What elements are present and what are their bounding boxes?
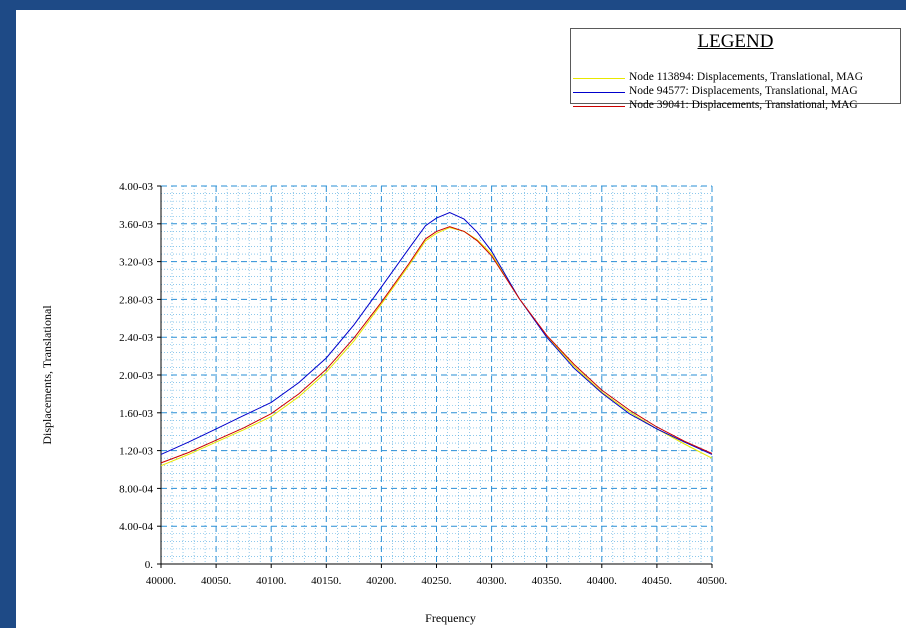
y-tick-label: 3.60-03 — [119, 219, 153, 231]
legend-label: Node 113894: Displacements, Translationa… — [629, 71, 864, 83]
y-tick-label: 1.60-03 — [119, 408, 153, 420]
y-tick-label: 8.00-04 — [119, 483, 153, 495]
y-tick-label: 4.00-03 — [119, 181, 153, 193]
x-tick-label: 40350. — [532, 575, 563, 587]
legend-swatch — [573, 92, 625, 93]
x-tick-label: 40500. — [697, 575, 728, 587]
x-tick-label: 40000. — [146, 575, 177, 587]
legend-title: LEGEND — [697, 31, 774, 52]
x-axis-title: Frequency — [425, 611, 476, 625]
legend-entry-node-113894: Node 113894: Displacements, Translationa… — [573, 71, 898, 85]
y-tick-label: 0. — [145, 559, 154, 571]
y-tick-label: 2.00-03 — [119, 370, 153, 382]
legend-entry-node-94577: Node 94577: Displacements, Translational… — [573, 85, 898, 99]
legend-swatch — [573, 78, 625, 79]
y-tick-label: 1.20-03 — [119, 446, 153, 458]
series-line-2 — [160, 226, 713, 464]
x-tick-label: 40250. — [421, 575, 452, 587]
x-tick-label: 40100. — [256, 575, 287, 587]
legend-label: Node 94577: Displacements, Translational… — [629, 85, 858, 97]
minor-gridlines — [161, 186, 712, 564]
y-tick-label: 2.40-03 — [119, 332, 153, 344]
series-line-1 — [160, 211, 713, 455]
x-tick-label: 40300. — [476, 575, 507, 587]
y-tick-label: 2.80-03 — [119, 294, 153, 306]
legend-box: LEGEND Node 113894: Displacements, Trans… — [570, 28, 901, 111]
y-tick-label: 4.00-04 — [119, 521, 153, 533]
axes — [157, 185, 713, 568]
legend-entry-node-39041: Node 39041: Displacements, Translational… — [573, 99, 898, 113]
x-tick-label: 40450. — [642, 575, 673, 587]
x-tick-label: 40050. — [201, 575, 232, 587]
x-tick-label: 40200. — [366, 575, 397, 587]
axis-labels: 40000. 40050. 40100. 40150. 40200. 40250. 4030… — [40, 181, 727, 625]
series-lines — [160, 211, 713, 467]
x-tick-label: 40150. — [311, 575, 342, 587]
y-tick-label: 3.20-03 — [119, 257, 153, 269]
y-axis-title: Displacements, Translational — [40, 305, 54, 445]
legend-label: Node 39041: Displacements, Translational… — [629, 99, 858, 111]
major-gridlines — [160, 185, 713, 565]
legend-swatch — [573, 106, 625, 107]
series-line-0 — [160, 227, 713, 467]
plot-canvas — [16, 10, 906, 628]
x-tick-label: 40400. — [587, 575, 618, 587]
